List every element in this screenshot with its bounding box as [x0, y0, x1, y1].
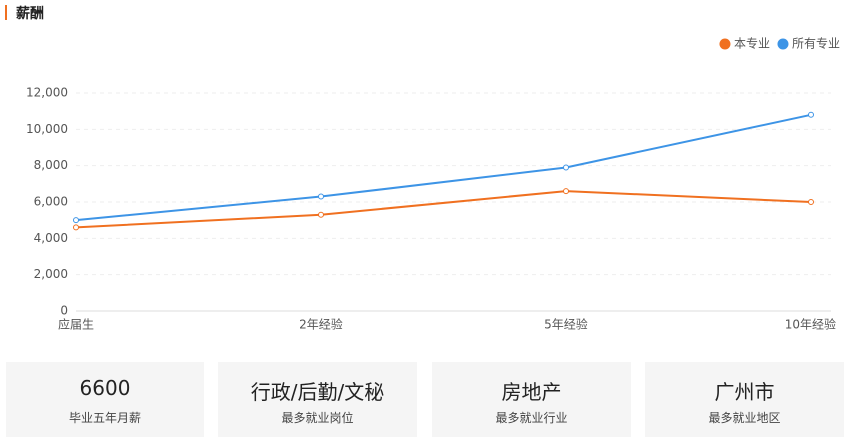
x-tick-label: 2年经验 [299, 317, 343, 332]
point [563, 188, 569, 195]
legend-marker [777, 38, 789, 50]
legend-label: 所有专业 [792, 36, 840, 51]
legend-label: 本专业 [734, 36, 770, 51]
card-value: 6600 [79, 376, 131, 400]
y-tick-label: 2,000 [34, 267, 68, 281]
stat-card: 行政/后勤/文秘最多就业岗位 [218, 362, 417, 437]
stat-card: 广州市 最多就业地区 [645, 362, 844, 437]
card-label: 毕业五年月薪 [68, 411, 141, 425]
y-tick-label: 4,000 [34, 231, 68, 245]
point [563, 164, 569, 171]
stat-card: 房地产 最多就业行业 [432, 362, 631, 437]
point [808, 111, 814, 118]
point [73, 224, 79, 231]
point [318, 193, 324, 200]
chart: 0 2,000 4,000 6,000 8,000 10,000 12,000 应届生 2年经验… [26, 36, 840, 332]
y-tick-label: 8,000 [34, 158, 68, 172]
y-tick-label: 10,000 [26, 122, 68, 136]
y-tick-label: 12,000 [26, 86, 68, 100]
card-label: 最多就业地区 [708, 411, 781, 425]
legend-marker [719, 38, 731, 50]
card-label: 最多就业行业 [495, 411, 568, 425]
card-label: 最多就业岗位 [281, 411, 354, 425]
series-line [75, 190, 812, 229]
y-tick-label: 0 [60, 304, 68, 318]
point [73, 217, 79, 224]
card-value: 行政/后勤/文秘 [250, 380, 385, 404]
series-line [75, 113, 812, 222]
stat-card: 6600 毕业五年月薪 [6, 362, 204, 437]
card-value: 广州市 [714, 380, 775, 404]
x-tick-label: 10年经验 [785, 317, 836, 332]
x-tick-label: 5年经验 [544, 317, 588, 332]
point [318, 211, 324, 218]
x-tick-label: 应届生 [58, 317, 94, 332]
point [808, 199, 814, 205]
card-value: 房地产 [501, 380, 562, 404]
section-title: 薪酬 [16, 6, 44, 22]
y-tick-label: 6,000 [34, 195, 68, 209]
title-bar [5, 5, 7, 20]
